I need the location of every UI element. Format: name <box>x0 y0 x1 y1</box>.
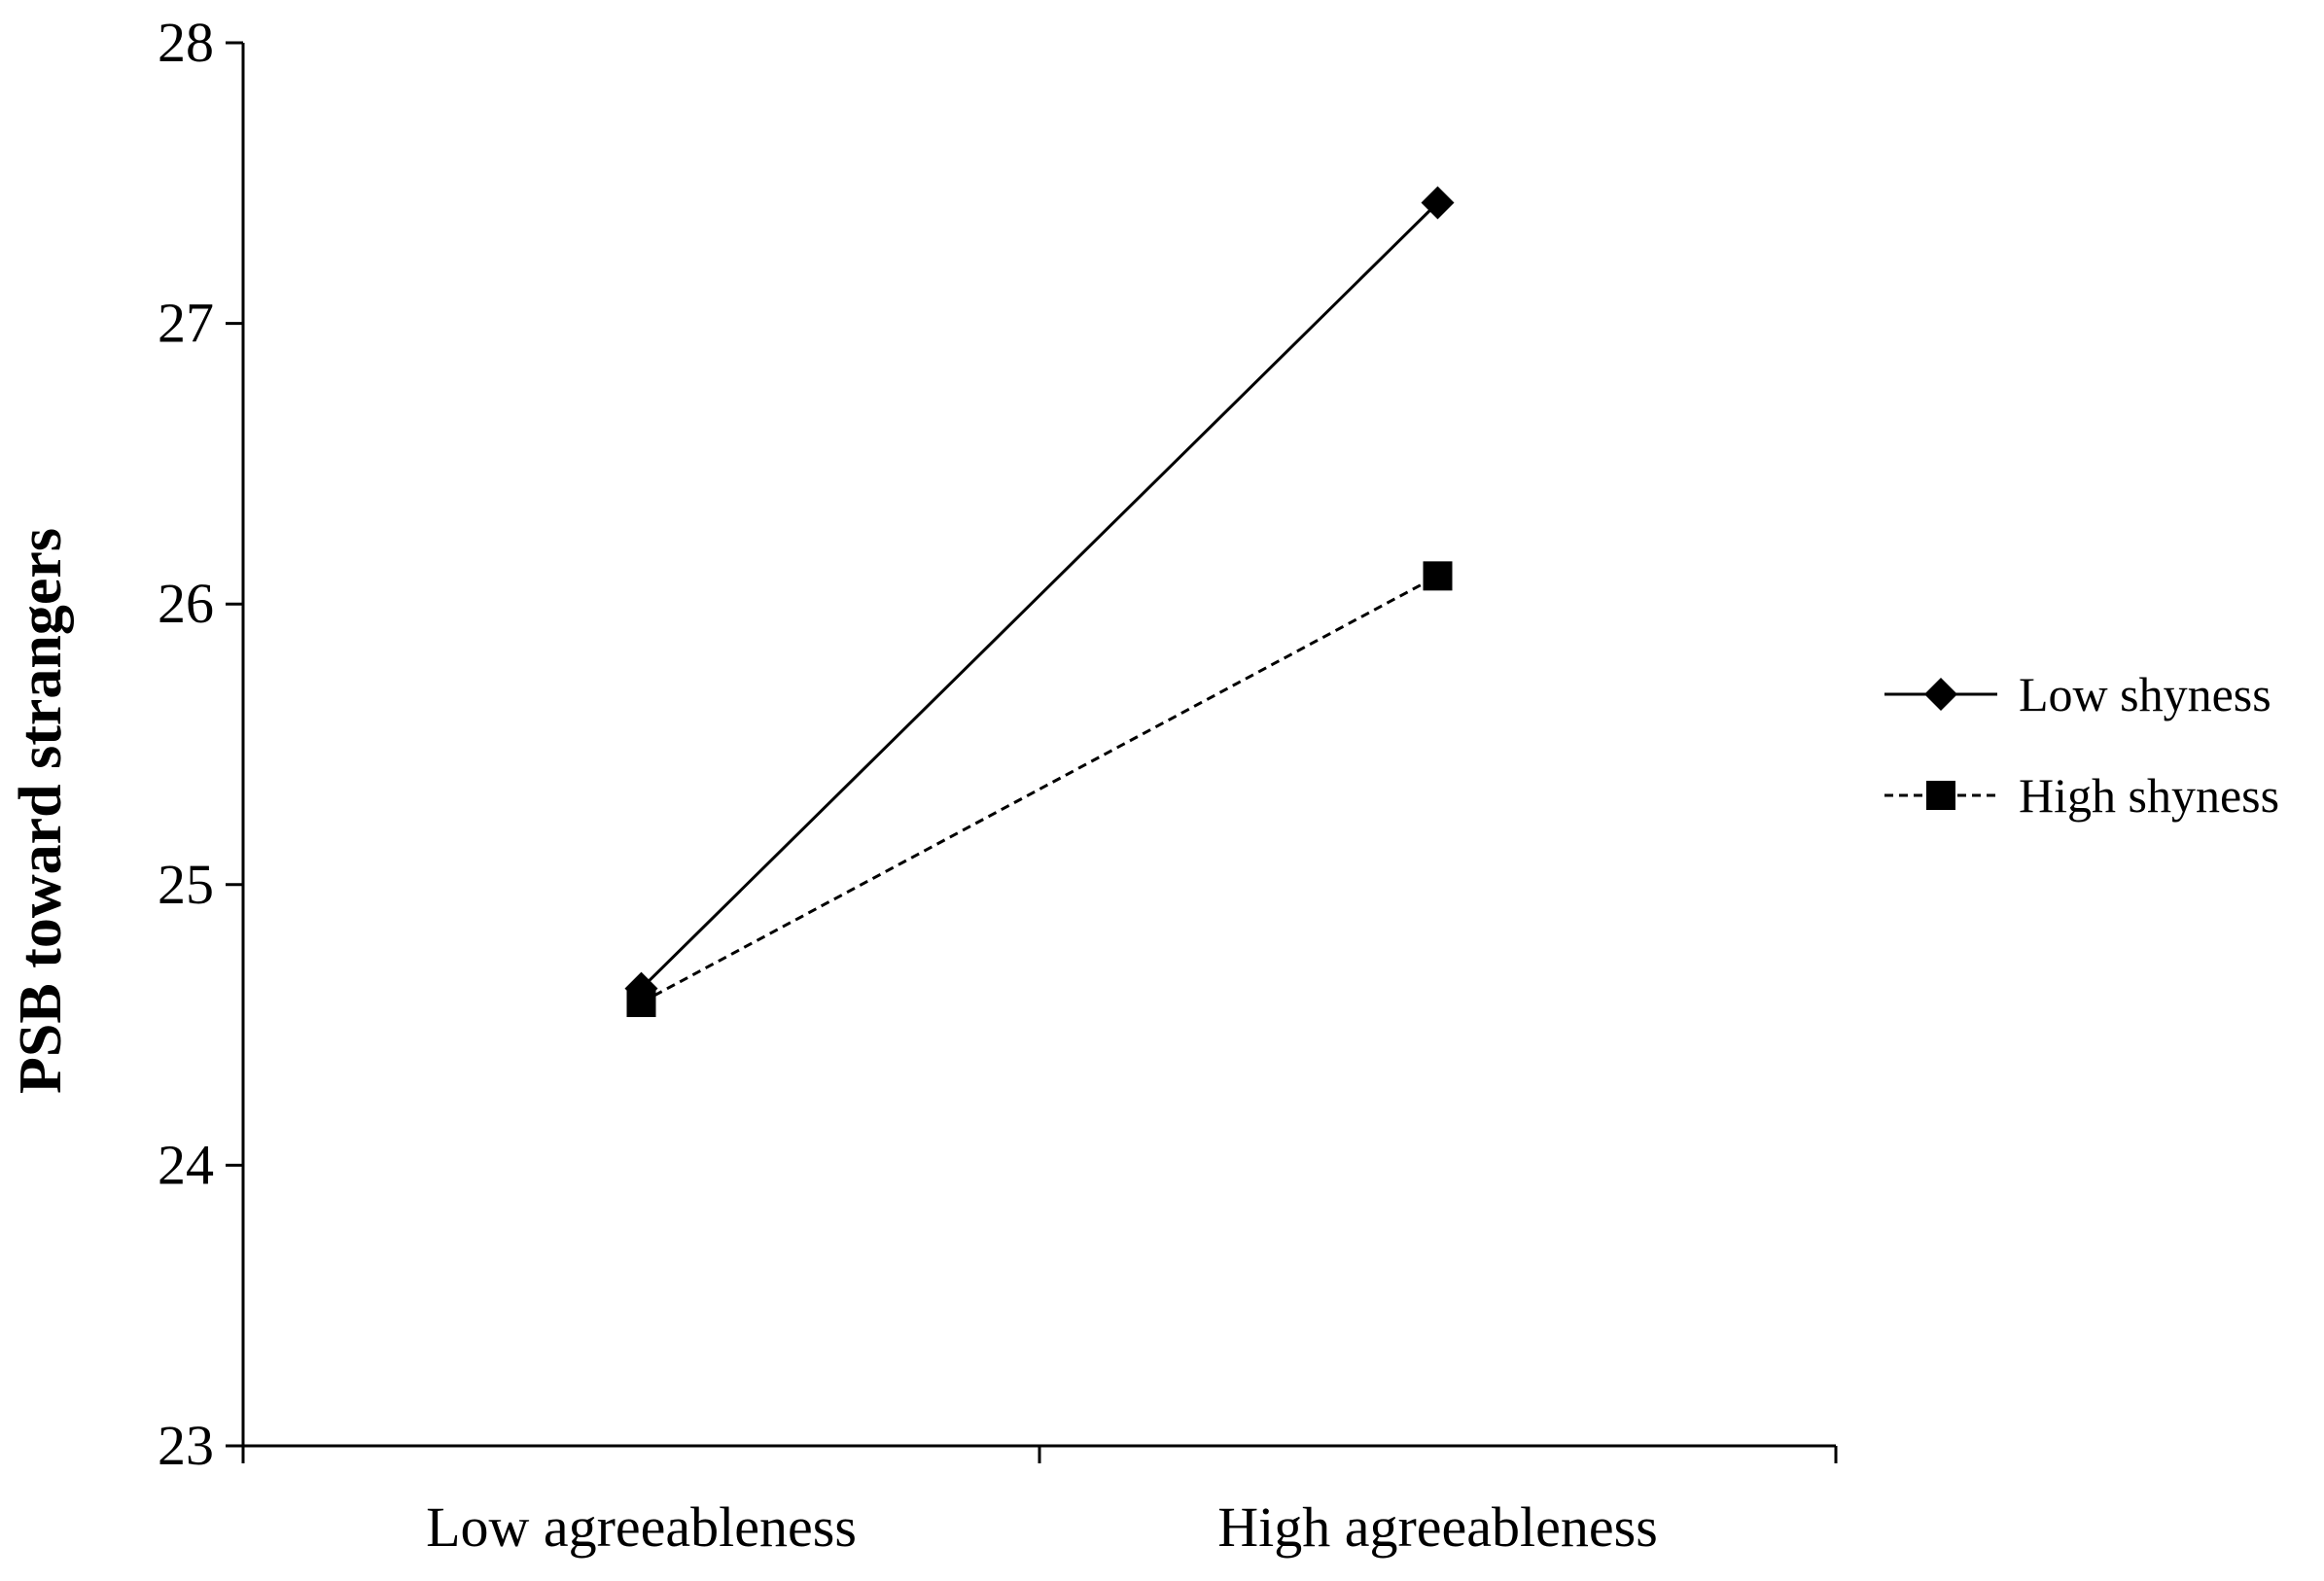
y-tick-label: 26 <box>158 572 214 635</box>
series-low-shyness <box>624 186 1455 1005</box>
x-ticks: Low agreeableness High agreeableness <box>241 1446 1838 1559</box>
legend-item: High shyness <box>1884 768 2279 823</box>
y-tick-label: 24 <box>158 1133 214 1196</box>
legend-label: High shyness <box>2019 768 2279 823</box>
x-category-label: High agreeableness <box>1217 1495 1658 1559</box>
legend-label: Low shyness <box>2019 667 2271 721</box>
data-point <box>1421 186 1455 220</box>
legend-item: Low shyness <box>1884 667 2271 721</box>
y-tick-label: 28 <box>158 11 214 74</box>
series-layer <box>624 186 1455 1018</box>
y-tick-label: 23 <box>158 1414 214 1477</box>
legend-marker <box>1926 781 1955 810</box>
y-ticks: 23 24 25 26 27 28 <box>158 11 243 1477</box>
series-line <box>640 575 1439 1004</box>
series-line <box>640 201 1439 990</box>
y-axis-label: PSB toward strangers <box>8 528 74 1094</box>
data-point <box>624 971 658 1005</box>
y-tick-label: 27 <box>158 292 214 355</box>
series-high-shyness <box>626 561 1453 1018</box>
x-category-label: Low agreeableness <box>426 1495 857 1559</box>
y-tick-label: 25 <box>158 853 214 916</box>
data-point <box>1423 561 1453 591</box>
legend-marker <box>1924 678 1957 711</box>
legend: Low shyness High shyness <box>1884 667 2279 823</box>
axes <box>241 43 1836 1463</box>
